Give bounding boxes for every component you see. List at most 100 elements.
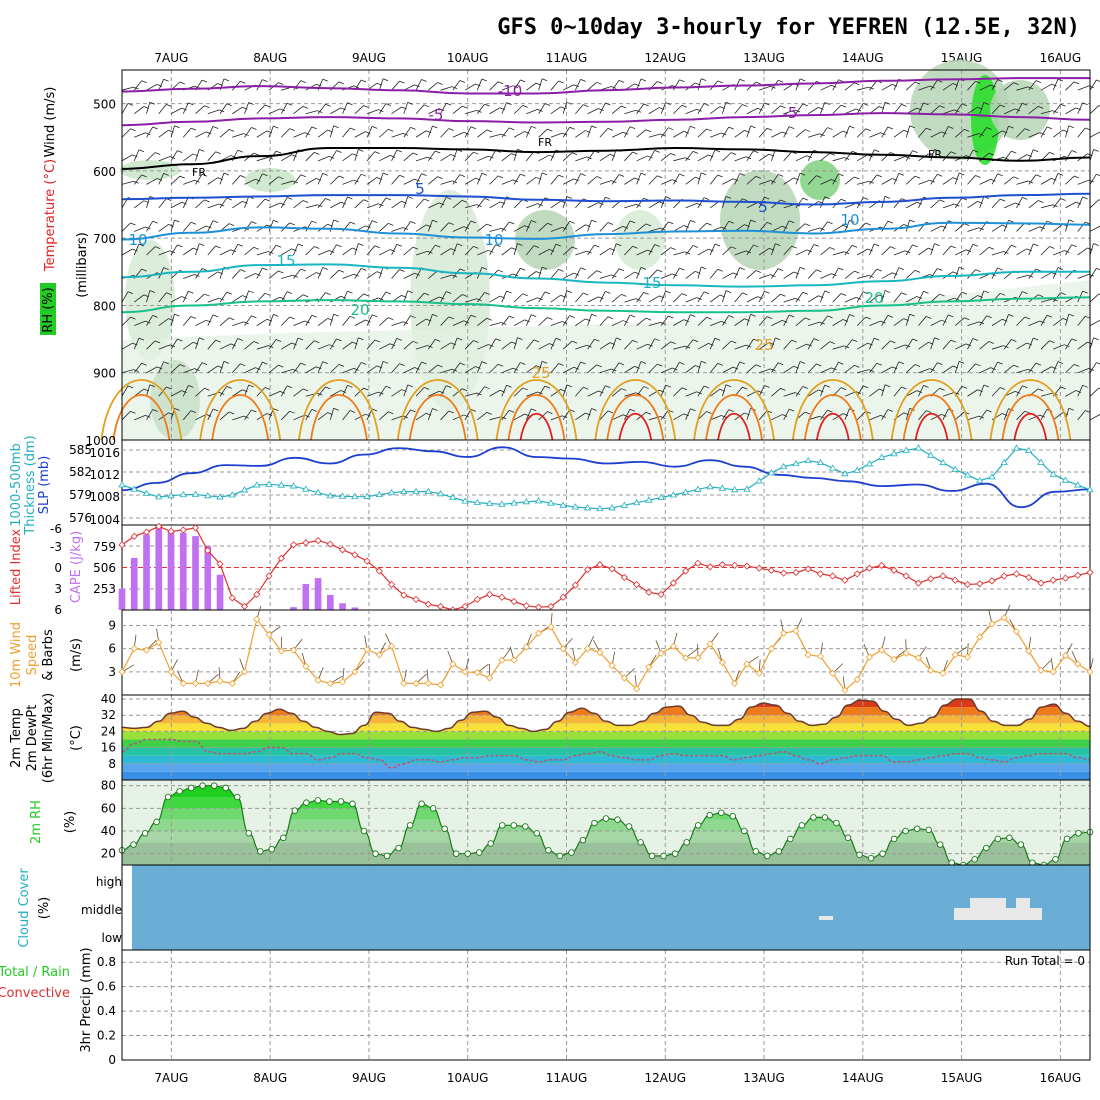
wind-barb <box>391 269 400 279</box>
wind-barb-flag <box>941 413 947 417</box>
wind-barb <box>366 126 373 138</box>
wind-barb-flag <box>497 363 504 367</box>
slp-marker <box>351 492 359 500</box>
wind-barb <box>195 225 207 232</box>
wind-barb <box>673 345 686 350</box>
slp-marker <box>657 493 665 500</box>
wind-barb-flag <box>262 173 268 177</box>
wind-barb-flag <box>780 293 786 297</box>
wind-barb <box>722 315 730 326</box>
wind-barb <box>746 219 751 232</box>
wind10-marker <box>743 660 751 668</box>
wind-barb <box>403 178 415 185</box>
wind-barb-flag <box>365 319 371 323</box>
wind-barb-flag <box>130 222 136 226</box>
wind-barb-flag <box>385 103 392 107</box>
wind-barb <box>575 344 587 350</box>
wind-barb-flag <box>745 344 752 348</box>
wind-barb <box>771 337 776 350</box>
slp-marker <box>730 486 739 493</box>
wind-barb-flag <box>731 340 737 344</box>
wind-barb <box>660 315 669 326</box>
wind-barb-flag <box>799 172 806 176</box>
li-marker <box>314 537 322 545</box>
slp-marker <box>1074 481 1082 488</box>
wind-barb <box>244 273 256 279</box>
wind-barb <box>857 86 869 91</box>
wind-barb <box>807 107 819 115</box>
wind-barb <box>133 174 142 185</box>
wind-barb <box>844 314 850 326</box>
wind-barb <box>182 127 192 138</box>
wind-barb-flag <box>212 126 219 129</box>
wind10-marker <box>645 663 653 671</box>
wind-barb-flag <box>206 225 212 229</box>
wind-barb <box>795 292 804 303</box>
wind-barb <box>660 221 669 232</box>
wind-barb-flag <box>607 410 614 414</box>
wind-barb-flag <box>1015 108 1021 112</box>
wind10-marker <box>216 677 224 685</box>
wind-barb <box>1052 223 1064 232</box>
wind-barb <box>673 130 684 138</box>
wind-barb <box>329 313 334 326</box>
wind-barb <box>624 245 633 256</box>
wind-barb <box>464 177 476 185</box>
wind-barb-flag <box>248 290 254 294</box>
wind-barb-flag <box>1022 291 1028 294</box>
wind-barb-flag <box>629 126 636 130</box>
wind10-marker <box>767 645 775 653</box>
wind-barb-flag <box>365 225 371 229</box>
slp-marker <box>534 497 543 504</box>
slp-marker <box>130 485 138 492</box>
wind-barb <box>942 245 952 256</box>
wind-barb <box>562 102 568 114</box>
wind-barb <box>820 341 831 350</box>
wind-barb <box>685 271 696 279</box>
wind-barb <box>587 125 592 138</box>
wind-barb <box>1065 175 1075 185</box>
wind-barb <box>722 221 730 232</box>
wind-barb-flag <box>941 319 947 323</box>
wind-barb <box>1077 85 1090 91</box>
wind-barb <box>624 340 633 350</box>
wind-barb-flag <box>573 272 579 276</box>
wind-barb-flag <box>410 315 416 319</box>
wind-barb-flag <box>275 150 282 154</box>
wind-barb <box>293 362 302 373</box>
rh-marker <box>187 784 195 792</box>
li-marker <box>473 595 481 603</box>
contour-label: 5 <box>758 198 768 216</box>
contour-30 <box>705 394 763 441</box>
wind-barb-flag <box>571 152 578 156</box>
wind-barb <box>330 269 340 279</box>
wind-barb-flag <box>421 361 427 365</box>
wind-barb <box>268 314 274 326</box>
contour-line <box>121 77 1090 95</box>
wind-barb-flag <box>561 415 568 419</box>
wind-barb-flag <box>717 80 723 84</box>
wind-barb <box>256 318 268 326</box>
pressure-tick: 700 <box>93 232 116 246</box>
wind-barb-flag <box>1071 338 1077 342</box>
wind-barb-flag <box>806 343 812 347</box>
wind-barb <box>1065 364 1075 374</box>
wind-barb <box>256 267 263 279</box>
wind-barb <box>844 297 857 303</box>
wind-barb-flag <box>1057 267 1064 270</box>
wind-barb-flag <box>618 268 625 272</box>
wind-barb <box>820 315 828 326</box>
rh-marker <box>499 822 506 829</box>
wind-barb <box>648 244 656 256</box>
wind-barb-flag <box>965 343 972 347</box>
wind-barb-flag <box>154 152 161 155</box>
rh-marker <box>683 839 690 846</box>
wind-barb-flag <box>338 269 345 273</box>
li-marker <box>240 602 249 611</box>
wind-barb <box>807 269 817 279</box>
wind-barb <box>452 243 458 256</box>
wind-barb <box>1004 108 1016 115</box>
wind10-marker <box>608 662 616 670</box>
wind-barb-flag <box>1085 315 1091 319</box>
contour-label: FR <box>192 166 206 179</box>
